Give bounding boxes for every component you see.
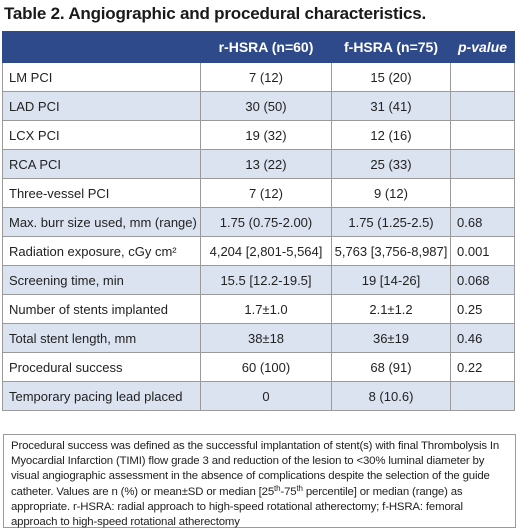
row-label: RCA PCI xyxy=(2,149,201,179)
table-row: Procedural success 60 (100) 68 (91) 0.22 xyxy=(2,352,515,382)
f-hsra-value: 2.1±1.2 xyxy=(331,294,451,324)
f-hsra-value: 36±19 xyxy=(331,323,451,353)
row-label: Procedural success xyxy=(2,352,201,382)
row-label: Number of stents implanted xyxy=(2,294,201,324)
table-row: LM PCI 7 (12) 15 (20) xyxy=(2,62,515,92)
p-value xyxy=(450,91,515,121)
f-hsra-value: 19 [14-26] xyxy=(331,265,451,295)
table-title: Table 2. Angiographic and procedural cha… xyxy=(4,4,427,23)
table-row: Temporary pacing lead placed 0 8 (10.6) xyxy=(2,381,515,411)
f-hsra-value: 8 (10.6) xyxy=(331,381,451,411)
f-hsra-value: 1.75 (1.25-2.5) xyxy=(331,207,451,237)
p-value xyxy=(450,62,515,92)
table-footnote: Procedural success was defined as the su… xyxy=(3,434,516,528)
header-p-value: p-value xyxy=(450,31,515,63)
footnote-superscript: th xyxy=(296,483,303,493)
f-hsra-value: 68 (91) xyxy=(331,352,451,382)
row-label: LM PCI xyxy=(2,62,201,92)
p-value xyxy=(450,149,515,179)
r-hsra-value: 4,204 [2,801-5,564] xyxy=(200,236,332,266)
f-hsra-value: 5,763 [3,756-8,987] xyxy=(331,236,451,266)
f-hsra-value: 31 (41) xyxy=(331,91,451,121)
table-row: Number of stents implanted 1.7±1.0 2.1±1… xyxy=(2,294,515,324)
footnote-text: Procedural success was defined as the su… xyxy=(11,440,500,498)
r-hsra-value: 7 (12) xyxy=(200,62,332,92)
r-hsra-value: 7 (12) xyxy=(200,178,332,208)
f-hsra-value: 9 (12) xyxy=(331,178,451,208)
r-hsra-value: 19 (32) xyxy=(200,120,332,150)
row-label: LAD PCI xyxy=(2,91,201,121)
p-value: 0.001 xyxy=(450,236,515,266)
p-value xyxy=(450,381,515,411)
row-label: Temporary pacing lead placed xyxy=(2,381,201,411)
row-label: Max. burr size used, mm (range) xyxy=(2,207,201,237)
p-value: 0.46 xyxy=(450,323,515,353)
row-label: LCX PCI xyxy=(2,120,201,150)
p-value: 0.25 xyxy=(450,294,515,324)
footnote-text: percentile] or median (range) as appropr… xyxy=(11,485,463,529)
p-value: 0.22 xyxy=(450,352,515,382)
header-r-hsra: r-HSRA (n=60) xyxy=(200,31,332,63)
header-f-hsra: f-HSRA (n=75) xyxy=(331,31,451,63)
r-hsra-value: 0 xyxy=(200,381,332,411)
p-value: 0.068 xyxy=(450,265,515,295)
r-hsra-value: 1.75 (0.75-2.00) xyxy=(200,207,332,237)
p-value xyxy=(450,120,515,150)
r-hsra-value: 30 (50) xyxy=(200,91,332,121)
footnote-text: -75 xyxy=(280,485,297,498)
table-row: Total stent length, mm 38±18 36±19 0.46 xyxy=(2,323,515,353)
footnote-superscript: th xyxy=(274,483,281,493)
f-hsra-value: 15 (20) xyxy=(331,62,451,92)
row-label: Total stent length, mm xyxy=(2,323,201,353)
r-hsra-value: 1.7±1.0 xyxy=(200,294,332,324)
table-row: Radiation exposure, cGy cm² 4,204 [2,801… xyxy=(2,236,515,266)
characteristics-table: r-HSRA (n=60) f-HSRA (n=75) p-value LM P… xyxy=(2,31,515,411)
table-row: Three-vessel PCI 7 (12) 9 (12) xyxy=(2,178,515,208)
table-header-row: r-HSRA (n=60) f-HSRA (n=75) p-value xyxy=(2,31,515,63)
r-hsra-value: 13 (22) xyxy=(200,149,332,179)
header-label-col xyxy=(2,31,201,63)
table-row: Screening time, min 15.5 [12.2-19.5] 19 … xyxy=(2,265,515,295)
table-row: LCX PCI 19 (32) 12 (16) xyxy=(2,120,515,150)
row-label: Screening time, min xyxy=(2,265,201,295)
p-value xyxy=(450,178,515,208)
table-row: RCA PCI 13 (22) 25 (33) xyxy=(2,149,515,179)
f-hsra-value: 12 (16) xyxy=(331,120,451,150)
table-row: LAD PCI 30 (50) 31 (41) xyxy=(2,91,515,121)
r-hsra-value: 60 (100) xyxy=(200,352,332,382)
f-hsra-value: 25 (33) xyxy=(331,149,451,179)
table-row: Max. burr size used, mm (range) 1.75 (0.… xyxy=(2,207,515,237)
row-label: Three-vessel PCI xyxy=(2,178,201,208)
r-hsra-value: 15.5 [12.2-19.5] xyxy=(200,265,332,295)
r-hsra-value: 38±18 xyxy=(200,323,332,353)
p-value: 0.68 xyxy=(450,207,515,237)
row-label: Radiation exposure, cGy cm² xyxy=(2,236,201,266)
